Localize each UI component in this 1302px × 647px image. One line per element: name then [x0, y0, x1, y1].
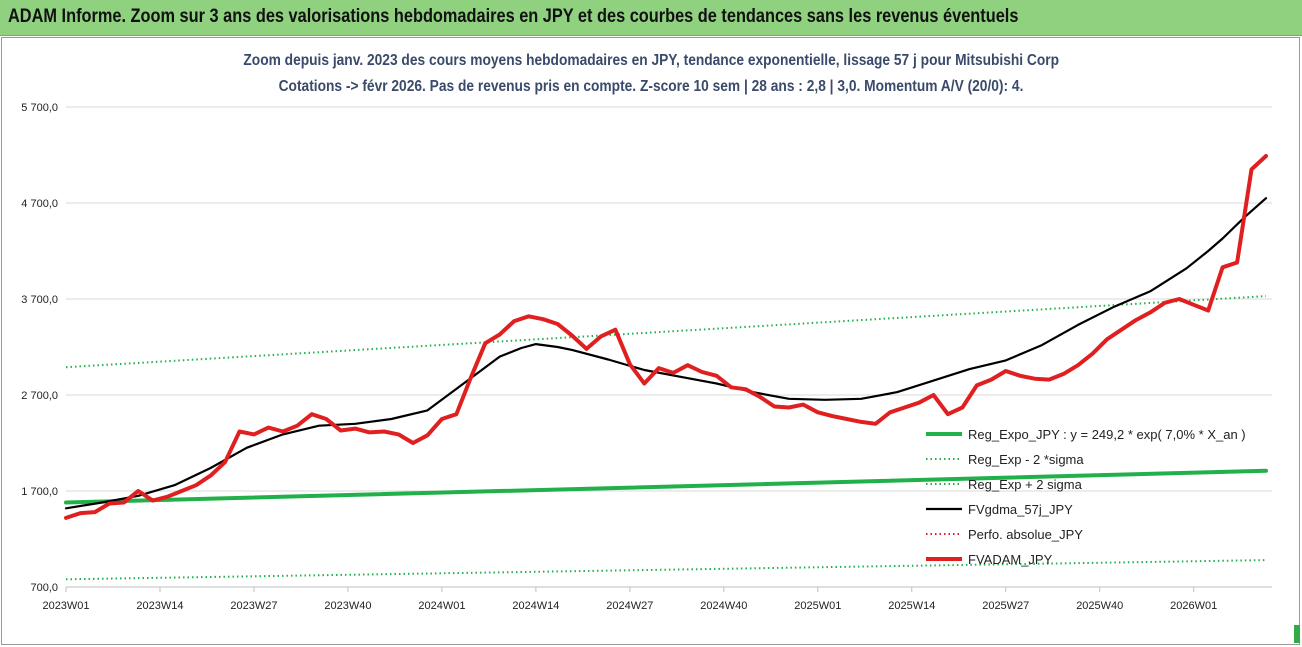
report-banner: ADAM Informe. Zoom sur 3 ans des valoris…: [0, 0, 1302, 36]
y-tick-label: 3 700,0: [21, 294, 58, 306]
legend-entry: FVgdma_57j_JPY: [968, 502, 1073, 517]
chart-subtitle-text: Cotations -> févr 2026. Pas de revenus p…: [278, 78, 1024, 95]
y-tick-label: 2 700,0: [21, 390, 58, 402]
x-tick-label: 2023W14: [136, 600, 183, 612]
x-tick-label: 2023W40: [324, 600, 371, 612]
series-line-1: [65, 559, 1267, 581]
y-tick-label: 1 700,0: [21, 486, 58, 498]
x-tick-label: 2025W01: [794, 600, 841, 612]
x-tick-label: 2025W27: [982, 600, 1029, 612]
x-tick-label: 2024W40: [700, 600, 747, 612]
x-tick-label: 2026W01: [1170, 600, 1217, 612]
x-tick-label: 2023W27: [230, 600, 277, 612]
x-tick-label: 2023W01: [42, 600, 89, 612]
series-line-0: [64, 468, 1268, 505]
y-tick-label: 4 700,0: [21, 198, 58, 210]
green-corner-marker: [1294, 625, 1300, 643]
y-tick-label: 700,0: [30, 582, 58, 594]
x-tick-label: 2024W14: [512, 600, 559, 612]
y-tick-label: 5 700,0: [21, 102, 58, 114]
legend-entry: Reg_Expo_JPY : y = 249,2 * exp( 7,0% * X…: [968, 427, 1246, 442]
x-tick-label: 2024W01: [418, 600, 465, 612]
legend-entry: Reg_Exp + 2 sigma: [968, 477, 1083, 492]
legend-entry: FVADAM_JPY: [968, 552, 1053, 567]
series-line-3: [64, 197, 1268, 510]
legend-entry: Reg_Exp - 2 *sigma: [968, 452, 1084, 467]
chart-frame: [1, 37, 1300, 645]
chart-title: Zoom depuis janv. 2023 des cours moyens …: [0, 52, 1302, 70]
x-tick-label: 2024W27: [606, 600, 653, 612]
x-tick-label: 2025W40: [1076, 600, 1123, 612]
banner-title: ADAM Informe. Zoom sur 3 ans des valoris…: [8, 6, 1019, 27]
chart-title-text: Zoom depuis janv. 2023 des cours moyens …: [243, 52, 1059, 69]
chart-subtitle: Cotations -> févr 2026. Pas de revenus p…: [0, 78, 1302, 96]
legend-entry: Perfo. absolue_JPY: [968, 527, 1083, 542]
series-line-5: [64, 154, 1268, 520]
x-tick-label: 2025W14: [888, 600, 935, 612]
